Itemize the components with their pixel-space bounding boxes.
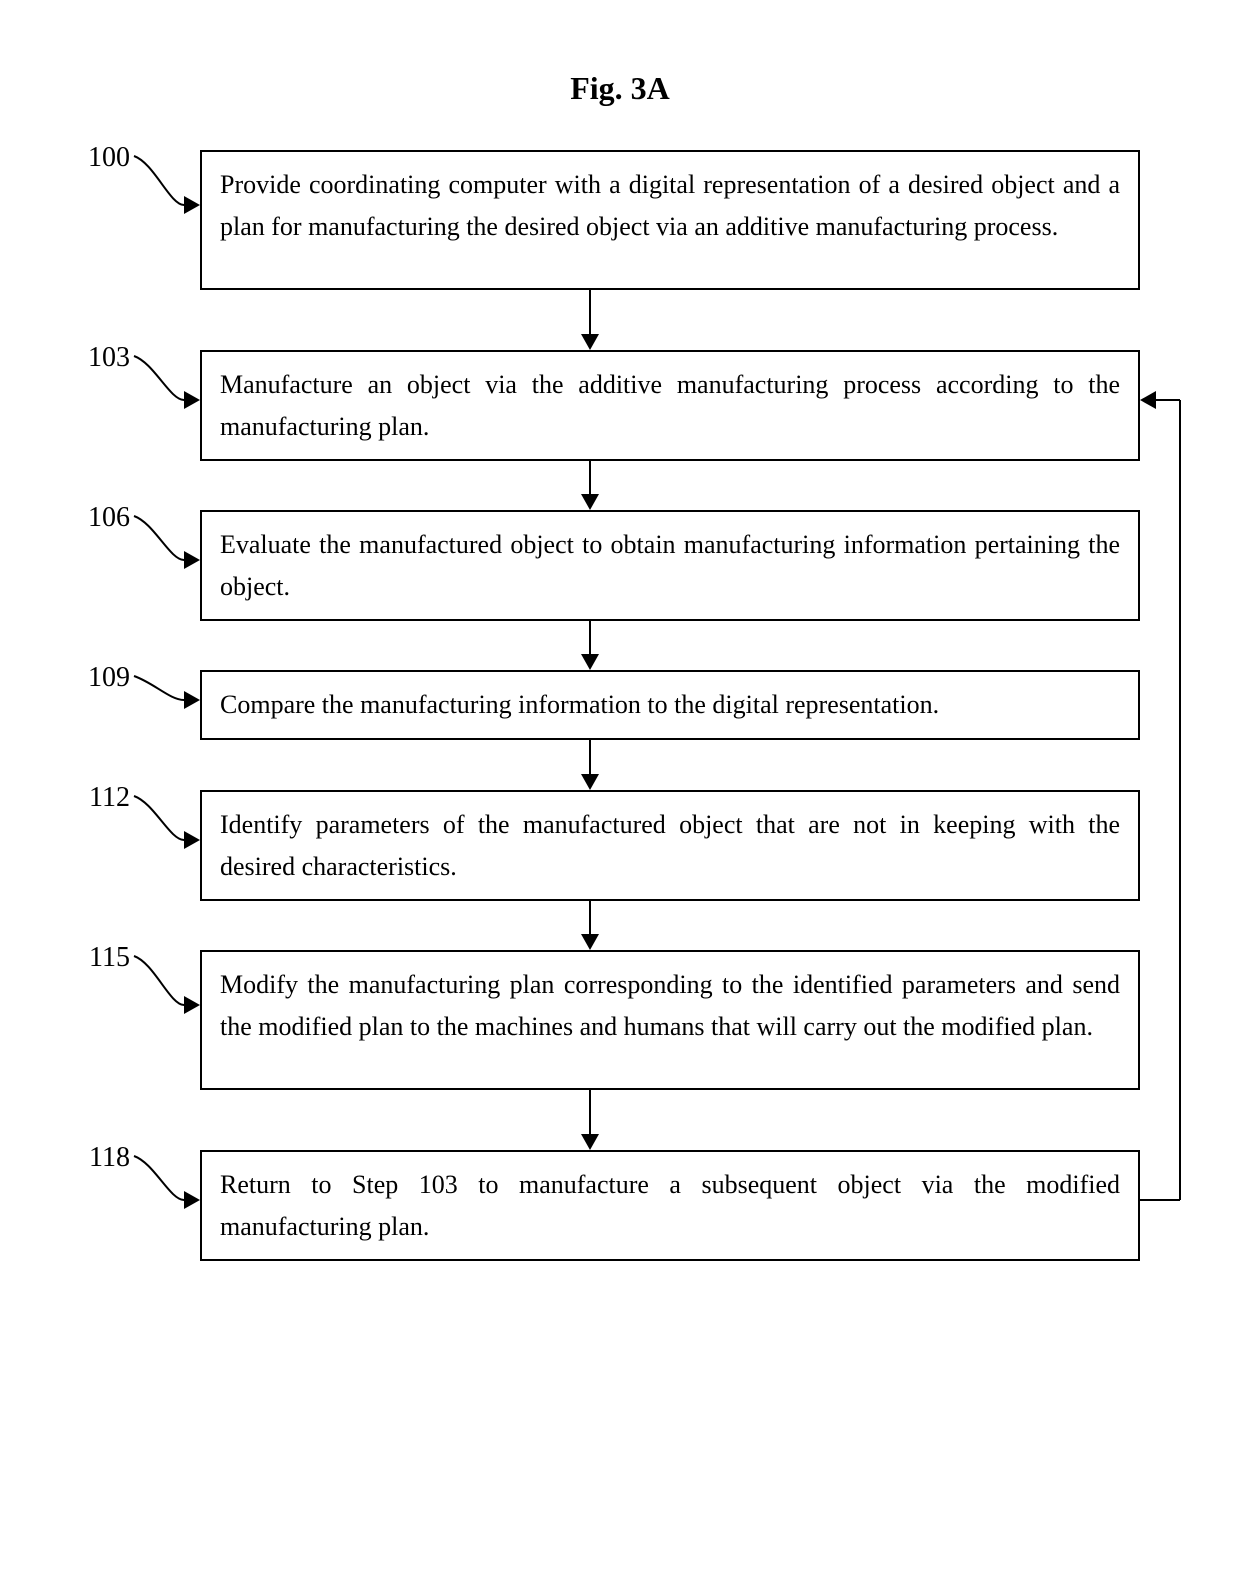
step-box-100: Provide coordinating computer with a dig…	[200, 150, 1140, 290]
step-box-106: Evaluate the manufactured object to obta…	[200, 510, 1140, 621]
step-box-109: Compare the manufacturing information to…	[200, 670, 1140, 740]
step-label-103: 103	[0, 342, 130, 374]
step-label-112: 112	[0, 782, 130, 814]
step-box-103: Manufacture an object via the additive m…	[200, 350, 1140, 461]
figure-title: Fig. 3A	[0, 70, 1240, 107]
step-box-115: Modify the manufacturing plan correspond…	[200, 950, 1140, 1090]
step-box-112: Identify parameters of the manufactured …	[200, 790, 1140, 901]
step-box-118: Return to Step 103 to manufacture a subs…	[200, 1150, 1140, 1261]
step-label-109: 109	[0, 662, 130, 694]
step-label-118: 118	[0, 1142, 130, 1174]
flowchart-canvas: Fig. 3A Provide coordinating computer wi…	[0, 0, 1240, 1571]
step-label-115: 115	[0, 942, 130, 974]
step-label-106: 106	[0, 502, 130, 534]
step-label-100: 100	[0, 142, 130, 174]
